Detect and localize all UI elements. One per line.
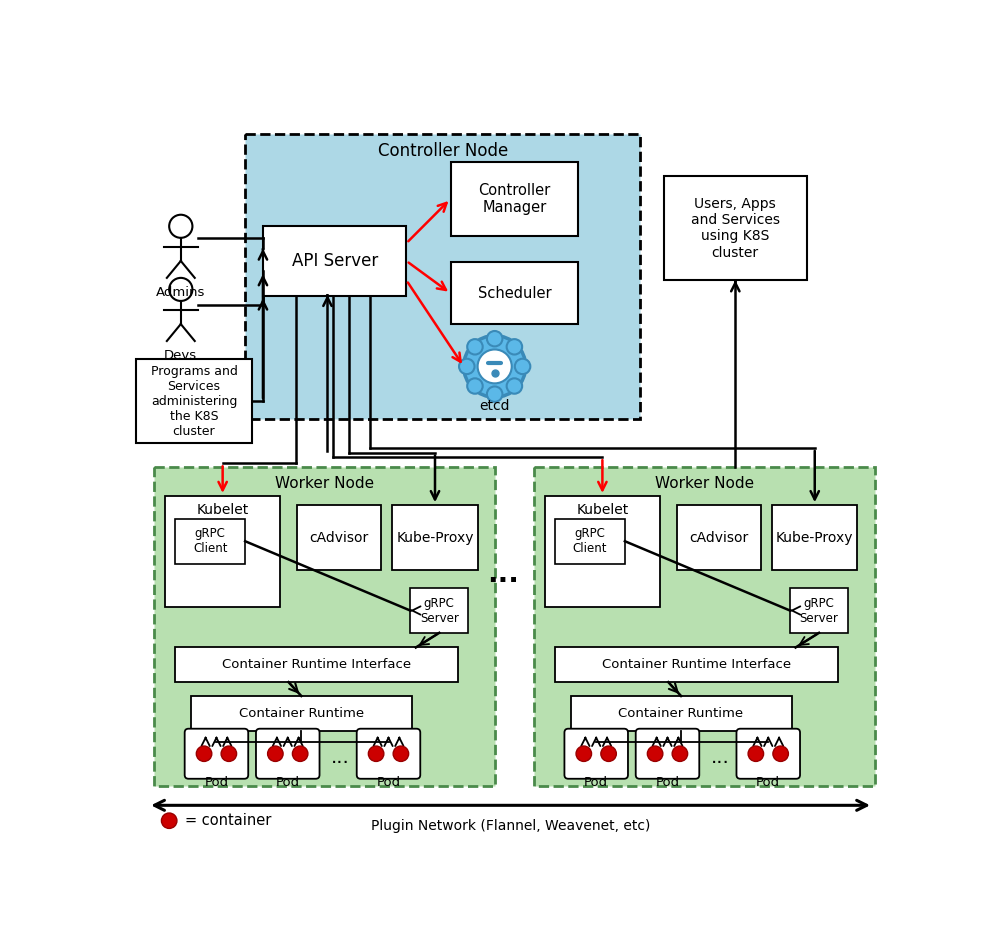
Text: Controller
Manager: Controller Manager: [478, 183, 551, 215]
Text: Scheduler: Scheduler: [478, 285, 551, 300]
FancyBboxPatch shape: [357, 729, 420, 779]
FancyBboxPatch shape: [392, 505, 478, 570]
FancyBboxPatch shape: [555, 519, 625, 563]
Circle shape: [196, 746, 212, 761]
FancyBboxPatch shape: [790, 588, 848, 633]
Circle shape: [515, 358, 530, 374]
Circle shape: [478, 349, 512, 384]
Circle shape: [467, 339, 483, 355]
FancyBboxPatch shape: [636, 729, 699, 779]
Circle shape: [487, 387, 502, 402]
Text: Pod: Pod: [655, 777, 680, 789]
Circle shape: [464, 336, 526, 397]
FancyBboxPatch shape: [664, 176, 807, 280]
Circle shape: [748, 746, 764, 761]
Text: Controller Node: Controller Node: [378, 142, 508, 160]
Text: Pod: Pod: [376, 777, 401, 789]
FancyBboxPatch shape: [175, 648, 458, 682]
FancyBboxPatch shape: [245, 134, 640, 418]
Circle shape: [393, 746, 409, 761]
Circle shape: [576, 746, 592, 761]
Text: Container Runtime: Container Runtime: [239, 707, 364, 720]
Circle shape: [487, 331, 502, 346]
Text: gRPC
Client: gRPC Client: [193, 527, 228, 555]
FancyBboxPatch shape: [736, 729, 800, 779]
FancyBboxPatch shape: [175, 519, 245, 563]
FancyBboxPatch shape: [154, 466, 495, 786]
FancyBboxPatch shape: [136, 358, 252, 444]
Text: Pod: Pod: [204, 777, 229, 789]
Text: Pod: Pod: [756, 777, 780, 789]
FancyBboxPatch shape: [256, 729, 320, 779]
Text: Admins: Admins: [156, 285, 205, 299]
FancyBboxPatch shape: [450, 262, 578, 324]
Text: Worker Node: Worker Node: [275, 476, 375, 491]
Circle shape: [268, 746, 283, 761]
FancyBboxPatch shape: [165, 496, 280, 607]
Text: Container Runtime Interface: Container Runtime Interface: [602, 658, 791, 671]
Text: Kube-Proxy: Kube-Proxy: [776, 531, 854, 545]
Circle shape: [161, 813, 177, 828]
FancyBboxPatch shape: [450, 162, 578, 236]
Circle shape: [221, 746, 237, 761]
FancyBboxPatch shape: [571, 696, 792, 731]
Circle shape: [292, 746, 308, 761]
FancyBboxPatch shape: [677, 505, 761, 570]
Circle shape: [467, 378, 483, 394]
Circle shape: [507, 378, 522, 394]
Circle shape: [601, 746, 616, 761]
Text: Kubelet: Kubelet: [197, 503, 249, 517]
FancyBboxPatch shape: [555, 648, 838, 682]
Text: etcd: etcd: [479, 400, 510, 414]
Circle shape: [773, 746, 788, 761]
Circle shape: [368, 746, 384, 761]
Circle shape: [507, 339, 522, 355]
FancyBboxPatch shape: [545, 496, 660, 607]
Text: ...: ...: [711, 748, 730, 768]
Text: Users, Apps
and Services
using K8S
cluster: Users, Apps and Services using K8S clust…: [691, 197, 780, 259]
Text: gRPC
Server: gRPC Server: [420, 596, 459, 624]
Circle shape: [647, 746, 663, 761]
Text: Plugin Network (Flannel, Weavenet, etc): Plugin Network (Flannel, Weavenet, etc): [371, 819, 651, 833]
Text: API Server: API Server: [292, 252, 378, 270]
Text: Container Runtime Interface: Container Runtime Interface: [222, 658, 411, 671]
Text: cAdvisor: cAdvisor: [689, 531, 748, 545]
Text: Container Runtime: Container Runtime: [618, 707, 744, 720]
FancyBboxPatch shape: [191, 696, 412, 731]
Text: ...: ...: [331, 748, 350, 768]
Text: Devs: Devs: [164, 349, 197, 361]
Text: ...: ...: [487, 561, 519, 589]
FancyBboxPatch shape: [297, 505, 381, 570]
Text: Kubelet: Kubelet: [576, 503, 629, 517]
FancyBboxPatch shape: [772, 505, 857, 570]
Text: Programs and
Services
administering
the K8S
cluster: Programs and Services administering the …: [151, 364, 237, 437]
FancyBboxPatch shape: [263, 227, 406, 296]
Text: Pod: Pod: [584, 777, 608, 789]
Text: gRPC
Server: gRPC Server: [800, 596, 838, 624]
Circle shape: [459, 358, 475, 374]
FancyBboxPatch shape: [564, 729, 628, 779]
Text: gRPC
Client: gRPC Client: [573, 527, 607, 555]
Text: Pod: Pod: [276, 777, 300, 789]
FancyBboxPatch shape: [185, 729, 248, 779]
Circle shape: [672, 746, 688, 761]
Text: cAdvisor: cAdvisor: [309, 531, 369, 545]
FancyBboxPatch shape: [534, 466, 875, 786]
Text: Kube-Proxy: Kube-Proxy: [396, 531, 474, 545]
Text: = container: = container: [185, 813, 271, 828]
Text: Worker Node: Worker Node: [655, 476, 754, 491]
FancyBboxPatch shape: [410, 588, 468, 633]
